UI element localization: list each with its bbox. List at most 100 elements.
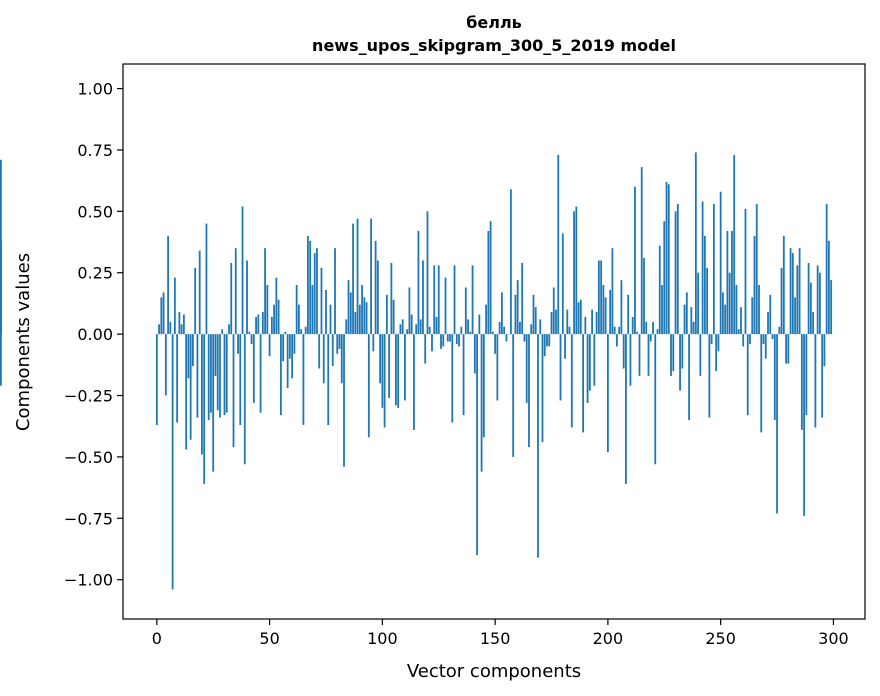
bar-71: [316, 248, 318, 335]
bar-249: [717, 334, 720, 352]
y-tick-label: 0.25: [77, 264, 113, 283]
bar-221: [654, 334, 657, 465]
bar-262: [746, 334, 749, 416]
bar-149: [491, 331, 494, 335]
bar-14: [187, 334, 190, 379]
bar-51: [270, 316, 273, 335]
bar-111: [406, 329, 409, 335]
bar-160: [516, 280, 519, 335]
bar-258: [737, 329, 740, 335]
bar-175: [550, 312, 553, 335]
bar-209: [627, 294, 630, 335]
bar-197: [600, 260, 603, 335]
y-axis-ticks: −1.00 −0.75 −0.50 −0.25 0.00 0.25 0.50 0.75 1.00: [64, 80, 123, 590]
bar-26: [214, 334, 217, 376]
bar-259: [740, 307, 742, 335]
bar-179: [559, 334, 562, 401]
bar-267: [758, 285, 760, 335]
bar-216: [643, 258, 645, 335]
bar-116: [417, 230, 420, 335]
bar-282: [791, 253, 794, 335]
bar-276: [778, 326, 781, 335]
bar-229: [672, 334, 675, 371]
bar-294: [818, 272, 821, 335]
bar-284: [796, 265, 799, 335]
y-tick-label: −0.75: [64, 509, 113, 528]
bar-298: [828, 240, 830, 335]
y-axis-label: Components values: [13, 253, 34, 431]
bar-263: [749, 334, 751, 344]
bar-98: [376, 260, 379, 335]
bar-117: [419, 319, 422, 335]
bar-225: [663, 221, 666, 335]
bar-157: [510, 189, 512, 335]
bar-45: [257, 314, 260, 335]
bar-212: [634, 186, 636, 335]
bar-265: [753, 235, 756, 335]
bar-224: [661, 285, 663, 335]
bar-108: [399, 324, 402, 335]
bar-309: [0, 334, 2, 386]
bar-313: [0, 329, 2, 335]
x-tick-label: 250: [705, 629, 736, 648]
bar-191: [586, 334, 589, 403]
x-tick-label: 300: [818, 629, 849, 648]
bar-169: [537, 334, 539, 558]
bar-292: [814, 334, 817, 428]
bar-166: [530, 324, 533, 335]
bar-13: [185, 334, 188, 450]
bar-236: [688, 334, 690, 421]
bar-152: [498, 321, 501, 335]
bar-217: [645, 321, 648, 335]
bar-49: [266, 285, 269, 335]
bar-148: [489, 221, 492, 335]
bar-134: [458, 334, 460, 347]
bar-72: [318, 334, 321, 369]
bar-182: [566, 309, 569, 335]
bar-126: [440, 334, 442, 349]
bar-215: [640, 167, 643, 335]
bar-270: [764, 334, 767, 359]
bar-24: [210, 334, 212, 413]
bar-53: [275, 277, 278, 335]
bar-184: [570, 334, 573, 428]
bar-30: [223, 334, 226, 416]
bar-58: [286, 334, 289, 389]
bar-171: [541, 334, 544, 443]
bar-264: [751, 297, 754, 335]
bar-230: [674, 211, 677, 335]
bar-251: [722, 292, 724, 335]
bar-4: [164, 334, 167, 396]
bar-271: [767, 312, 769, 335]
bar-8: [173, 277, 176, 335]
bar-103: [388, 334, 391, 398]
bar-278: [782, 235, 785, 335]
bar-186: [575, 206, 578, 335]
bar-193: [591, 309, 593, 335]
bar-88: [354, 312, 357, 335]
bar-31: [225, 334, 228, 413]
bar-214: [638, 334, 641, 376]
bar-127: [442, 334, 445, 347]
bar-6: [169, 321, 172, 335]
bar-35: [234, 248, 237, 335]
bar-295: [821, 334, 824, 418]
bar-123: [433, 265, 436, 335]
y-tick-label: 0.50: [77, 202, 113, 221]
bar-218: [647, 334, 650, 376]
bar-237: [690, 307, 693, 335]
bar-198: [602, 285, 605, 335]
bar-84: [345, 319, 348, 335]
bar-207: [622, 334, 625, 369]
bar-118: [422, 260, 424, 335]
bar-7: [171, 334, 174, 590]
bar-153: [500, 292, 503, 335]
x-tick-label: 150: [480, 629, 511, 648]
bar-288: [805, 334, 808, 416]
bar-235: [685, 292, 688, 335]
bar-192: [588, 334, 591, 391]
bar-70: [313, 253, 316, 335]
bar-100: [381, 334, 384, 408]
bar-312: [0, 248, 2, 335]
